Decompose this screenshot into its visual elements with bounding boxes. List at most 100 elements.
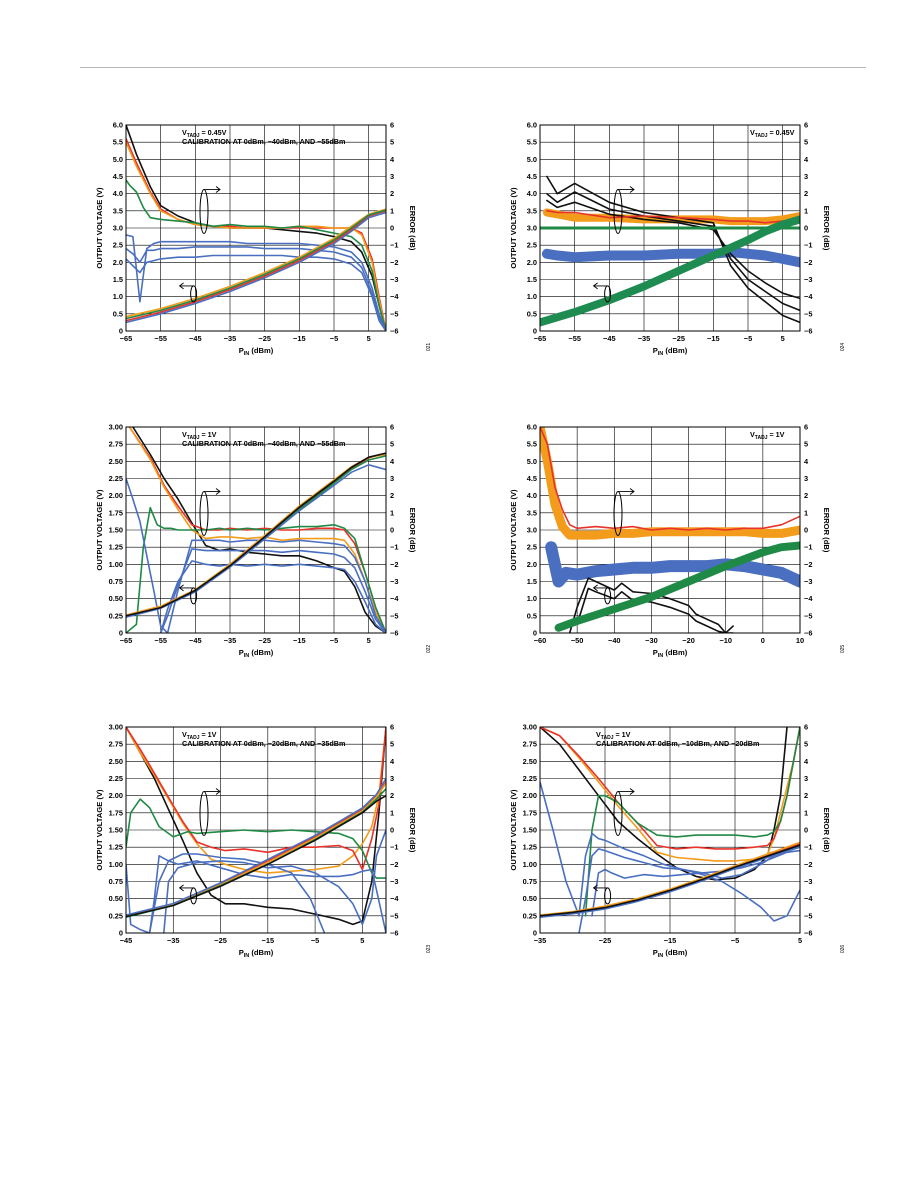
annotation-vtadj: VTADJ = 0.45V — [182, 128, 227, 139]
x-tick-label: −45 — [603, 334, 616, 343]
x-tick-label: 5 — [781, 334, 785, 343]
x-tick-label: −35 — [167, 936, 180, 945]
x-axis-title: PIN (dBm) — [239, 346, 274, 357]
y2-tick-label: 5 — [804, 138, 808, 147]
figure-id: 026 — [840, 945, 846, 954]
series-line-blue-0 — [541, 247, 800, 268]
plot-frame — [539, 124, 801, 332]
right-arrow-icon — [204, 186, 221, 193]
figure-id: 021 — [426, 343, 432, 352]
x-axis-title: PIN (dBm) — [653, 948, 688, 959]
series-line-blue-0 — [545, 541, 800, 588]
y2-tick-label: 2 — [390, 491, 394, 500]
y2-axis-title: ERROR (dB) — [408, 508, 417, 553]
y2-tick-label: −3 — [804, 275, 812, 284]
x-tick-label: −15 — [707, 334, 720, 343]
y2-tick-label: −1 — [804, 241, 812, 250]
page-header-rule — [80, 67, 866, 68]
x-tick-label: 5 — [798, 936, 802, 945]
y-tick-label: 4.0 — [527, 491, 537, 500]
y2-tick-label: −4 — [804, 594, 813, 603]
y2-tick-label: 2 — [390, 791, 394, 800]
y-tick-label: 2.50 — [523, 757, 537, 766]
y2-tick-label: 5 — [804, 740, 808, 749]
x-tick-label: −35 — [224, 636, 237, 645]
y2-tick-label: −4 — [390, 292, 399, 301]
x-tick-label: −65 — [120, 636, 133, 645]
y2-tick-label: 2 — [390, 189, 394, 198]
y-tick-label: 2.0 — [527, 258, 537, 267]
y2-tick-label: 0 — [804, 526, 808, 535]
y2-tick-label: 6 — [390, 723, 394, 732]
y2-tick-label: −4 — [804, 894, 813, 903]
y-tick-label: 1.00 — [523, 860, 537, 869]
x-tick-label: −35 — [534, 936, 547, 945]
x-axis-title: PIN (dBm) — [653, 648, 688, 659]
series-line-teal-7 — [540, 215, 800, 327]
x-tick-label: 0 — [761, 636, 765, 645]
series-line-orange-8 — [540, 841, 800, 916]
x-tick-label: −25 — [258, 636, 271, 645]
y-tick-label: 2.5 — [527, 241, 537, 250]
x-tick-label: −5 — [330, 636, 338, 645]
annotation-calibration: CALIBRATION AT 0dBm, −20dBm, AND −35dBm — [182, 739, 345, 748]
x-tick-label: 5 — [367, 334, 371, 343]
y-tick-label: 5.0 — [113, 155, 123, 164]
curve-indicator-group — [178, 488, 221, 605]
y2-tick-label: 3 — [804, 774, 808, 783]
y2-tick-label: 6 — [390, 121, 394, 130]
y2-tick-label: 2 — [804, 491, 808, 500]
error-curves-indicator-icon — [199, 189, 209, 235]
series-line-black-4 — [576, 587, 734, 633]
y2-tick-label: −3 — [804, 577, 812, 586]
y-tick-label: 3.00 — [109, 423, 123, 432]
y-axis-title: OUTPUT VOLTAGE (V) — [509, 187, 518, 269]
y2-tick-label: −2 — [390, 258, 398, 267]
y-tick-label: 2.0 — [527, 560, 537, 569]
x-tick-label: −15 — [293, 636, 306, 645]
left-arrow-icon — [592, 584, 608, 592]
annotation-vtadj: VTADJ = 1V — [182, 430, 217, 441]
x-tick-label: −40 — [608, 636, 621, 645]
series-line-black-3 — [546, 191, 800, 312]
x-tick-label: −15 — [262, 936, 275, 945]
x-tick-label: −15 — [664, 936, 677, 945]
x-tick-label: −55 — [568, 334, 581, 343]
right-arrow-icon — [618, 186, 635, 193]
right-arrow-icon — [204, 788, 221, 795]
x-axis-title: PIN (dBm) — [239, 948, 274, 959]
y-tick-label: 2.75 — [109, 740, 123, 749]
y-tick-label: 5.5 — [527, 138, 537, 147]
series-line-blue-6 — [159, 560, 386, 633]
series-line-green-3 — [126, 798, 386, 879]
y2-tick-label: −1 — [804, 843, 812, 852]
y2-tick-label: −5 — [390, 911, 398, 920]
series-line-black-0 — [126, 727, 386, 926]
y2-tick-label: 1 — [390, 508, 394, 517]
y2-tick-label: −1 — [804, 543, 812, 552]
plot-frame — [539, 726, 801, 934]
y-tick-label: 0.5 — [527, 611, 537, 620]
figure-id: 023 — [426, 945, 432, 954]
y-tick-label: 4.5 — [113, 172, 123, 181]
y-tick-label: 1.50 — [109, 526, 123, 535]
y2-tick-label: −2 — [804, 560, 812, 569]
series-line-blue-4 — [126, 853, 326, 933]
y-tick-label: 0.5 — [113, 309, 123, 318]
y-tick-label: 1.00 — [109, 860, 123, 869]
y2-tick-label: 6 — [390, 423, 394, 432]
y-tick-label: 2.5 — [527, 543, 537, 552]
series-line-orange-1 — [542, 208, 800, 226]
y2-tick-label: 2 — [804, 791, 808, 800]
annotation-calibration: CALIBRATION AT 0dBm, −10dBm, AND −20dBm — [596, 739, 759, 748]
y2-tick-label: 4 — [804, 457, 809, 466]
y-tick-label: 4.5 — [527, 474, 537, 483]
y2-tick-label: 4 — [390, 457, 395, 466]
figure-id: 024 — [840, 343, 846, 352]
y-tick-label: 1.75 — [523, 808, 537, 817]
right-arrow-icon — [204, 488, 221, 495]
y-tick-label: 2.75 — [523, 740, 537, 749]
voltage-curves-indicator-icon — [604, 887, 612, 905]
y2-tick-label: 0 — [390, 526, 394, 535]
x-tick-label: −5 — [330, 334, 338, 343]
